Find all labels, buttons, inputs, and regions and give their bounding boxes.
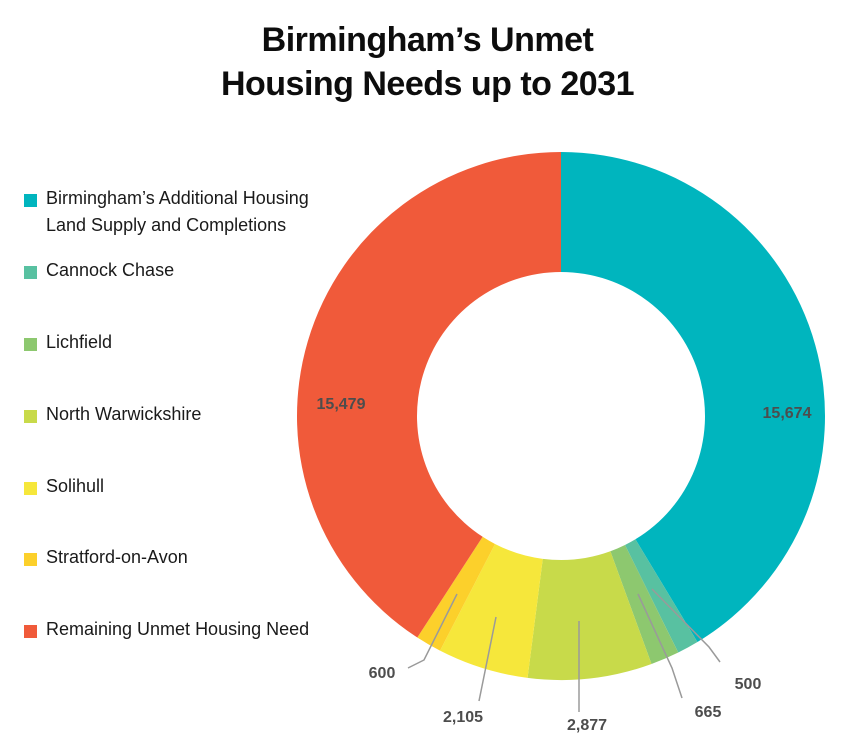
data-label-birmingham-s-additional-housing-land-supply-and-completions: 15,674 <box>763 405 812 422</box>
legend-label: North Warwickshire <box>46 404 202 424</box>
donut-slice-stratford-on-avon <box>417 536 496 651</box>
legend-swatch <box>24 482 37 495</box>
legend-item-stratford-on-avon: Stratford-on-Avon <box>24 547 188 571</box>
legend-item-north-warwickshire: North Warwickshire <box>24 404 201 428</box>
data-label-lichfield: 665 <box>695 704 722 721</box>
legend-label: Birmingham’s Additional Housing Land Sup… <box>46 185 309 239</box>
leader-line-lichfield <box>637 593 683 699</box>
leader-line-solihull <box>478 616 497 702</box>
chart-title-line-1: Birmingham’s Unmet <box>261 21 594 59</box>
donut-slice-north-warwickshire <box>527 551 652 680</box>
legend-label-line: Birmingham’s Additional Housing <box>46 188 309 208</box>
legend-swatch <box>24 410 37 423</box>
chart-title-line-2: Housing Needs up to 2031 <box>220 65 635 103</box>
legend-label: Solihull <box>46 476 105 496</box>
legend-swatch <box>24 553 37 566</box>
legend-swatch <box>24 266 37 279</box>
donut-slice-cannock-chase <box>624 539 698 653</box>
legend-item-solihull: Solihull <box>24 476 104 500</box>
donut-slice-remaining-unmet-housing-need <box>297 152 561 638</box>
legend-item-cannock-chase: Cannock Chase <box>24 260 174 284</box>
data-label-remaining-unmet-housing-need: 15,479 <box>317 396 366 413</box>
legend-label: Remaining Unmet Housing Need <box>46 619 310 639</box>
leader-line-cannock-chase <box>651 588 721 663</box>
legend-swatch <box>24 625 37 638</box>
legend-item-lichfield: Lichfield <box>24 332 112 356</box>
legend-item-birmingham-supply: Birmingham’s Additional Housing Land Sup… <box>24 188 309 239</box>
donut-slice-lichfield <box>610 545 679 664</box>
legend-label: Lichfield <box>46 332 113 352</box>
legend-label: Cannock Chase <box>46 260 175 280</box>
chart-title: Birmingham’s Unmet Housing Needs up to 2… <box>0 18 855 106</box>
leader-line-stratford-on-avon <box>407 593 458 669</box>
legend-item-remaining-unmet: Remaining Unmet Housing Need <box>24 619 309 643</box>
legend-label-line: Land Supply and Completions <box>46 215 287 235</box>
data-label-solihull: 2,105 <box>443 709 483 726</box>
data-label-cannock-chase: 500 <box>735 676 762 693</box>
data-label-north-warwickshire: 2,877 <box>567 717 607 734</box>
data-label-stratford-on-avon: 600 <box>369 665 396 682</box>
legend-swatch <box>24 338 37 351</box>
donut-slice-solihull <box>440 543 543 678</box>
donut-slice-birmingham-s-additional-housing-land-supply-and-completions <box>561 152 826 643</box>
legend-label: Stratford-on-Avon <box>46 547 188 567</box>
legend-swatch <box>24 194 37 207</box>
